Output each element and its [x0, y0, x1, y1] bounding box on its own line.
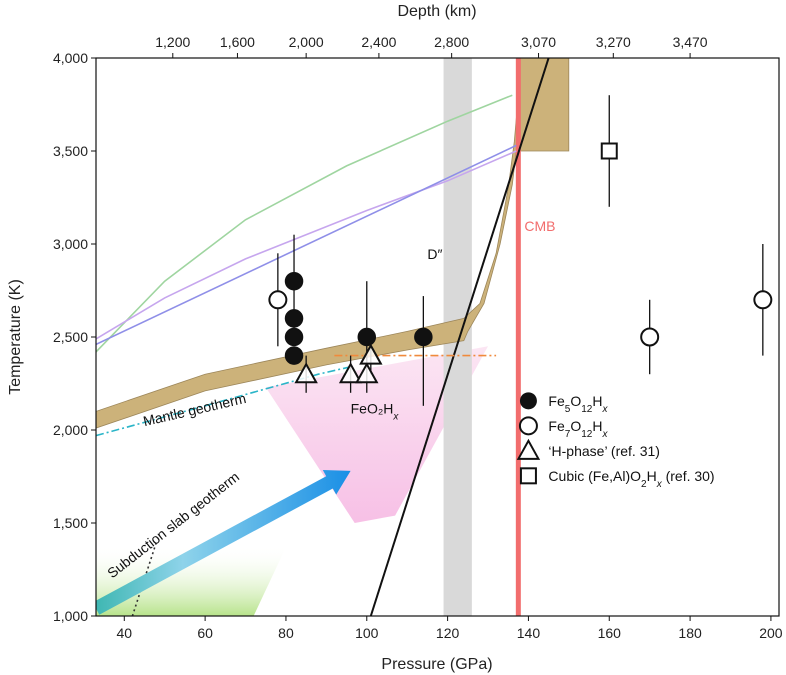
slab-temperature-region	[96, 545, 286, 616]
blue-line	[96, 144, 517, 346]
data-point	[284, 309, 304, 328]
top-tick-label: 3,270	[596, 34, 631, 50]
x-tick-label: 140	[517, 625, 541, 641]
subduction-arrow	[96, 470, 351, 615]
y-tick-label: 1,000	[53, 608, 88, 624]
x-tick-label: 60	[197, 625, 213, 641]
legend-label: Fe7O12Hx	[548, 418, 608, 440]
data-point	[284, 346, 304, 365]
x-tick-label: 160	[598, 625, 622, 641]
data-point	[268, 290, 288, 310]
cmb-label: CMB	[524, 218, 555, 234]
data-point	[355, 362, 379, 384]
plot-area	[96, 58, 773, 616]
data-point	[284, 271, 304, 291]
data-point	[600, 142, 618, 160]
top-tick-label: 2,000	[289, 34, 324, 50]
slab-dotted	[131, 541, 158, 616]
legend-marker	[519, 467, 537, 485]
data-point	[284, 327, 304, 347]
y-tick-label: 2,000	[53, 422, 88, 438]
legend: Fe5O12Hx Fe7O12Hx ‘H-phase’ (ref. 31) Cubic…	[516, 392, 715, 490]
data-point	[359, 343, 383, 365]
data-point	[357, 327, 377, 347]
data-point	[753, 290, 773, 310]
legend-label: Fe5O12Hx	[548, 393, 608, 415]
axis-ticks: 40 60 80 100 120 140 160 180 200 1,000 1,500 2,000 2…	[53, 34, 783, 641]
legend-marker	[519, 392, 537, 410]
top-tick-label: 2,400	[361, 34, 396, 50]
y-axis-title: Temperature (K)	[7, 279, 24, 395]
x-tick-label: 80	[278, 625, 294, 641]
legend-label: ‘H-phase’ (ref. 31)	[548, 443, 660, 459]
cyan-dashdot	[96, 366, 351, 437]
purple-curve	[96, 150, 517, 340]
mantle-geotherm-band	[96, 58, 570, 429]
legend-marker	[516, 438, 541, 460]
data-markers	[268, 142, 773, 384]
x-axis-title: Pressure (GPa)	[381, 656, 492, 673]
x-tick-label: 100	[355, 625, 379, 641]
data-point	[294, 362, 318, 384]
top-tick-label: 1,600	[220, 34, 255, 50]
x-tick-label: 40	[117, 625, 133, 641]
data-point	[338, 362, 363, 384]
legend-marker	[518, 416, 538, 436]
top-axis-title: Depth (km)	[397, 3, 476, 20]
data-point	[640, 327, 660, 347]
top-tick-label: 2,800	[434, 34, 469, 50]
y-tick-label: 2,500	[53, 329, 88, 345]
bands	[96, 58, 570, 616]
x-tick-label: 120	[436, 625, 460, 641]
black-melting-line	[369, 58, 550, 616]
top-tick-label: 3,470	[673, 34, 708, 50]
curves	[96, 58, 550, 616]
d-double-prime-label: D″	[427, 246, 442, 262]
y-tick-label: 3,000	[53, 236, 88, 252]
background-regions	[96, 346, 488, 616]
green-curve	[96, 94, 513, 353]
y-tick-label: 4,000	[53, 50, 88, 66]
top-tick-label: 1,200	[155, 34, 190, 50]
y-tick-label: 1,500	[53, 515, 88, 531]
top-tick-label: 3,070	[521, 34, 556, 50]
y-tick-label: 3,500	[53, 143, 88, 159]
feo2hx-stability-region	[265, 346, 488, 523]
x-tick-label: 180	[678, 625, 702, 641]
x-tick-label: 200	[759, 625, 783, 641]
legend-label: Cubic (Fe,Al)O2Hx (ref. 30)	[548, 468, 714, 490]
data-point	[414, 327, 433, 347]
